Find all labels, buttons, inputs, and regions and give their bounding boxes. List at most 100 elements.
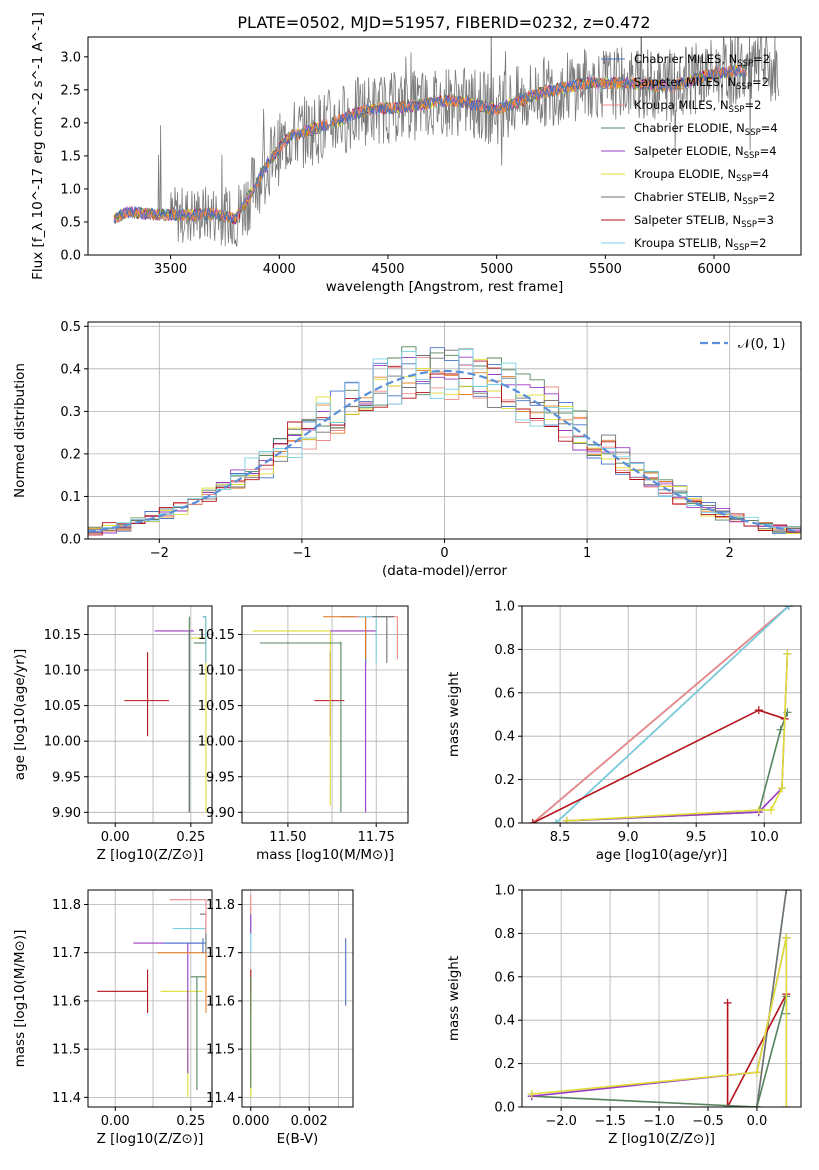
point-salp-elod <box>154 630 194 813</box>
residuals-x-axis-label: (data-model)/error <box>382 563 508 579</box>
point-chab-elod <box>259 641 342 813</box>
x-tick-label: 6000 <box>698 262 731 277</box>
x-tick-label: −0.5 <box>692 1114 724 1129</box>
x-tick-label: 4000 <box>263 262 296 277</box>
residual-histogram-panel: −2 −1 0 1 2 0.0 0.1 0.2 0.3 0.4 0.5 (data-model)/er… <box>12 320 802 579</box>
x-tick-label: 0.002 <box>291 1114 328 1129</box>
weight-marker <box>784 606 793 610</box>
legend-entry: Salpeter STELIB, NSSP=3 <box>634 213 774 230</box>
y-tick-label: 0.2 <box>60 447 81 462</box>
y-tick-label: 10.15 <box>44 628 81 643</box>
point-krou-stel <box>172 923 207 944</box>
weight-line-krou-elod <box>531 937 788 1107</box>
z_weight-y-axis-label: mass weight <box>446 956 462 1041</box>
weight-marker <box>754 706 763 715</box>
point-krou-elod <box>190 620 207 813</box>
x-tick-label: 11.50 <box>269 830 306 845</box>
point-krou-stel <box>358 616 387 663</box>
y-tick-label: 9.90 <box>52 806 81 821</box>
y-tick-label: 0.4 <box>60 362 81 377</box>
spectrum-y-axis-label: Flux [f_λ 10^-17 erg cm^-2 s^-1 A^-1] <box>30 12 46 280</box>
model-spectrum-chab-miles <box>113 65 748 224</box>
y-tick-label: 1.5 <box>60 149 81 164</box>
y-tick-label: 10.10 <box>198 664 235 679</box>
weight-line-krou-miles <box>532 606 790 823</box>
residual-histogram-chab-stel <box>88 348 801 532</box>
y-tick-label: 0.2 <box>494 1057 515 1072</box>
x-tick-label: −1.5 <box>594 1114 626 1129</box>
x-tick-label: −2 <box>150 546 169 561</box>
y-tick-label: 0.4 <box>494 1014 515 1029</box>
y-tick-label: 11.5 <box>206 1043 235 1058</box>
point-salp-stel <box>97 969 149 1013</box>
y-tick-label: 1.0 <box>60 182 81 197</box>
x-tick-label: 10.0 <box>750 830 779 845</box>
z_mass-y-axis-label: mass [log10(M/M⊙)] <box>12 930 28 1068</box>
z_age-y-axis-label: age [log10(age/yr)] <box>12 649 28 781</box>
x-tick-label: 0 <box>440 546 448 561</box>
weight-line-krou-elod <box>566 653 789 822</box>
legend-entry: Chabrier MILES, NSSP=2 <box>634 52 770 69</box>
y-tick-label: 0.0 <box>494 1101 515 1116</box>
y-tick-label: 10.05 <box>198 699 235 714</box>
y-tick-label: 9.95 <box>206 770 235 785</box>
x-tick-label: 0.0 <box>747 1114 768 1129</box>
weight-marker <box>754 805 763 814</box>
age_weight-frame <box>521 605 802 824</box>
weight-line-salp-stel <box>726 993 788 1107</box>
age_weight-plot-area <box>522 606 801 823</box>
weight-marker <box>562 816 571 823</box>
y-tick-label: 10.10 <box>44 664 81 679</box>
residual-histogram-salp-stel <box>88 360 801 536</box>
y-tick-label: 0.2 <box>494 773 515 788</box>
y-tick-label: 2.5 <box>60 83 81 98</box>
y-tick-label: 0.8 <box>494 927 515 942</box>
weight-line-chab-stel <box>756 890 788 1107</box>
y-tick-label: 11.6 <box>206 994 235 1009</box>
weight-line-krou-stel <box>555 606 790 823</box>
y-tick-label: 0.1 <box>60 490 81 505</box>
point-salp-elod <box>330 630 377 813</box>
weight-marker <box>783 649 792 658</box>
x-tick-label: 9.0 <box>618 830 639 845</box>
model-spectrum-chab-elod <box>113 64 748 223</box>
residuals-y-axis-label: Normed distribution <box>12 363 28 498</box>
y-tick-label: 0.0 <box>60 533 81 548</box>
y-tick-label: 11.4 <box>52 1091 81 1106</box>
x-tick-label: 9.5 <box>686 830 707 845</box>
y-tick-label: 11.4 <box>206 1091 235 1106</box>
point-salp-stel <box>314 652 345 737</box>
y-tick-label: 0.3 <box>60 405 81 420</box>
mass_age-plot-area <box>242 606 408 823</box>
spectrum-x-axis-label: wavelength [Angstrom, rest frame] <box>326 279 564 295</box>
point-krou-elod <box>252 630 331 806</box>
weight-marker <box>782 933 791 942</box>
y-tick-label: 11.8 <box>52 898 81 913</box>
metallicity-age-panel: 0.00 0.25 9.90 9.95 10.00 10.05 10.10 10.15 Z [l… <box>12 605 213 863</box>
weight-marker <box>528 819 537 823</box>
age_weight-x-axis-label: age [log10(age/yr)] <box>596 847 728 863</box>
z_weight-plot-area <box>522 890 801 1107</box>
metallicity-weight-panel: −2.0 −1.5 −1.0 −0.5 0.0 0.0 0.2 0.4 0.6 0.8 1.0 Z [… <box>446 884 802 1147</box>
weight-marker <box>782 1103 791 1107</box>
point-krou-miles <box>169 899 207 934</box>
point-chab-elod <box>190 976 206 1091</box>
y-tick-label: 0.5 <box>60 320 81 335</box>
y-tick-label: 3.0 <box>60 50 81 65</box>
weight-marker <box>777 784 786 793</box>
spectrum-frame <box>87 36 802 256</box>
spectrum-title: PLATE=0502, MJD=51957, FIBERID=0232, z=0… <box>237 13 650 32</box>
y-tick-label: 11.6 <box>52 994 81 1009</box>
y-tick-label: 10.00 <box>44 735 81 750</box>
y-tick-label: 2.0 <box>60 116 81 131</box>
y-tick-label: 0.8 <box>494 643 515 658</box>
weight-marker <box>767 805 776 814</box>
mass_age-frame <box>241 605 409 824</box>
weight-marker <box>527 1089 536 1098</box>
z_mass-plot-area <box>88 890 212 1107</box>
observed-spectrum-line <box>115 37 780 247</box>
y-tick-label: 11.7 <box>52 946 81 961</box>
y-tick-label: 0.0 <box>494 817 515 832</box>
point-chab-elod <box>188 616 206 813</box>
x-tick-label: −1 <box>292 546 311 561</box>
